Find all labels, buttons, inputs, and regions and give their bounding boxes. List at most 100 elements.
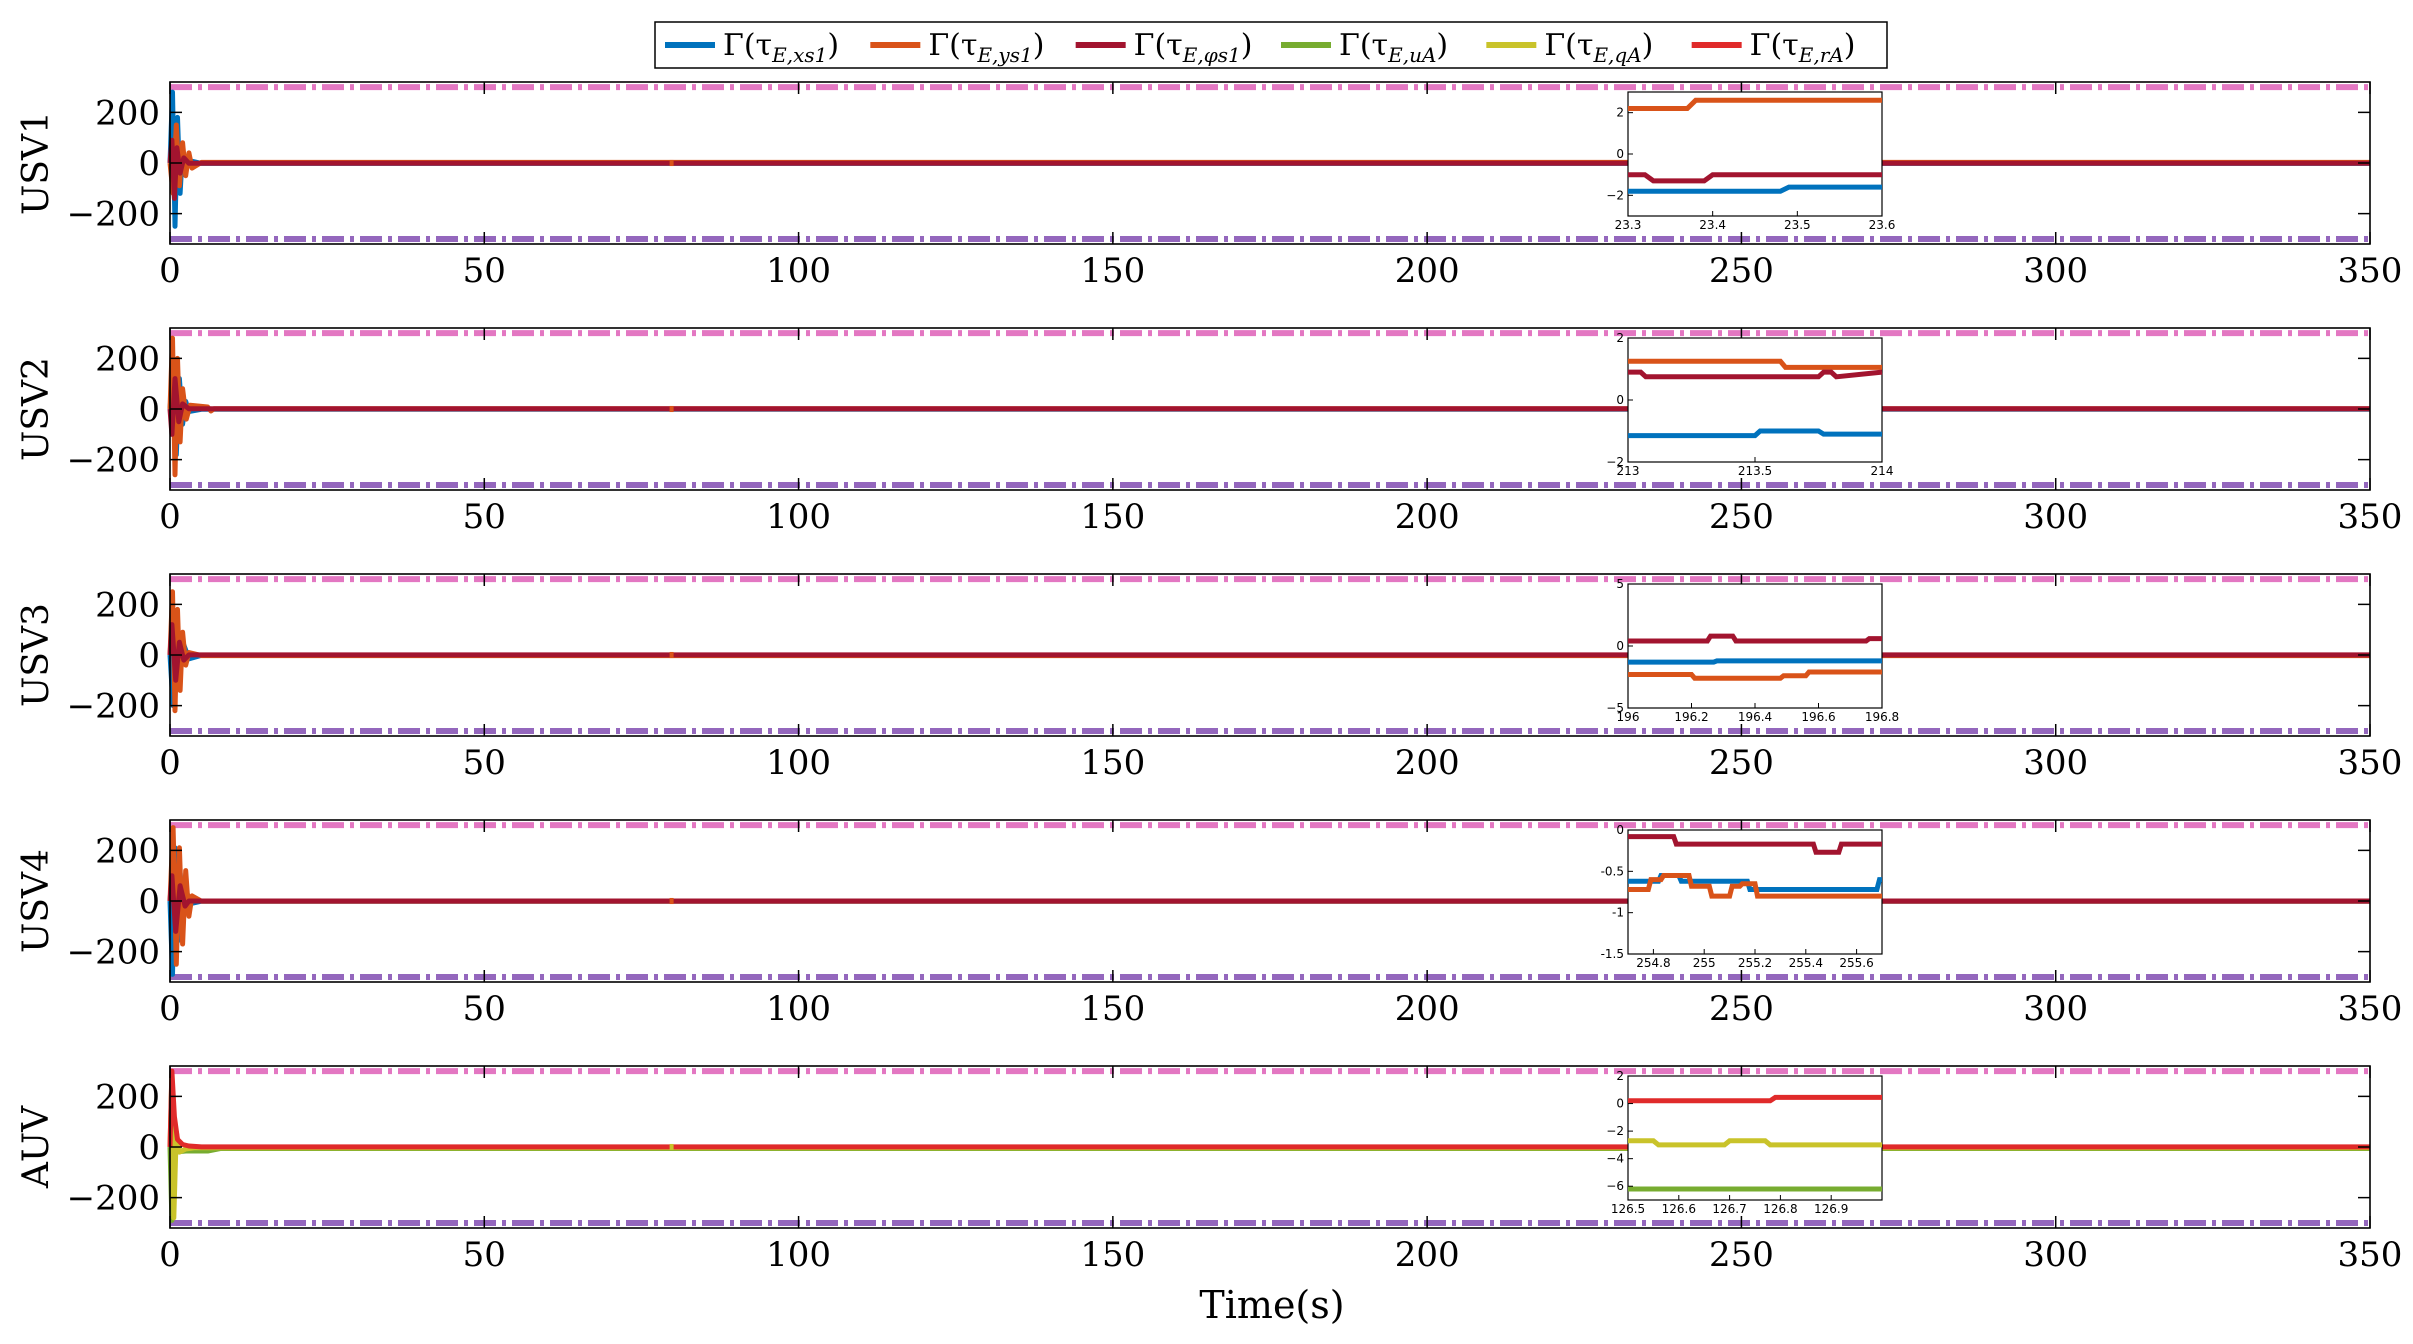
- inset-x-tick-label: 255.2: [1738, 956, 1772, 970]
- x-tick-label: 300: [2023, 497, 2088, 537]
- inset-series-line: [1628, 1094, 1882, 1104]
- x-tick-label: 100: [766, 251, 831, 291]
- x-tick-label: 100: [766, 989, 831, 1029]
- legend-box: [654, 21, 1888, 69]
- inset-x-tick-label: 196.4: [1738, 710, 1772, 724]
- y-axis-label: USV2: [16, 357, 57, 461]
- y-tick-label: −200: [67, 687, 160, 727]
- y-tick-label: 0: [138, 1128, 160, 1168]
- x-tick-label: 100: [766, 497, 831, 537]
- y-tick-label: 200: [95, 1077, 160, 1117]
- inset-x-tick-label: 196.6: [1801, 710, 1835, 724]
- series-line-phis3: [167, 622, 2370, 683]
- inset-x-tick-label: 23.4: [1699, 218, 1726, 232]
- inset-series-line: [1628, 369, 1883, 380]
- y-tick-label: 200: [95, 585, 160, 625]
- y-tick-label: 0: [138, 882, 160, 922]
- inset-x-tick-label: 213: [1617, 464, 1640, 478]
- x-tick-label: 350: [2338, 743, 2403, 783]
- legend-label: Γ(τE,ys1): [928, 28, 1044, 67]
- y-tick-label: 200: [95, 93, 160, 133]
- inset-zoom: 254.8 255 255.2 255.4 255.6 0 -0.5 -1 -1.5: [1601, 823, 1883, 970]
- inset-series-line: [1628, 172, 1882, 184]
- x-tick-label: 50: [463, 251, 506, 291]
- inset-series-line: [1628, 873, 1882, 899]
- inset-series-line: [1628, 358, 1882, 370]
- inset-series-line: [1628, 834, 1882, 855]
- inset-zoom: 213 213.5 214 2 0 −2: [1606, 331, 1893, 478]
- y-axis-label: USV1: [16, 111, 57, 215]
- legend-label: Γ(τE,rA): [1750, 28, 1856, 67]
- y-axis-label: USV4: [16, 849, 57, 953]
- x-tick-label: 350: [2338, 497, 2403, 537]
- inset-x-tick-label: 126.6: [1662, 1202, 1696, 1216]
- inset-x-tick-label: 213.5: [1738, 464, 1772, 478]
- x-tick-label: 50: [463, 1235, 506, 1275]
- legend-label: Γ(τE,uA): [1339, 28, 1448, 67]
- x-tick-label: 250: [1709, 743, 1774, 783]
- inset-x-tick-label: 255: [1693, 956, 1716, 970]
- inset-box: [1627, 1075, 1883, 1201]
- x-tick-label: 200: [1395, 497, 1460, 537]
- x-tick-label: 50: [463, 989, 506, 1029]
- x-tick-label: 150: [1080, 497, 1145, 537]
- inset-box: [1627, 337, 1883, 463]
- inset-y-tick-label: -1.5: [1601, 947, 1624, 961]
- y-tick-label: 0: [138, 390, 160, 430]
- series-line-phis2: [167, 376, 2370, 437]
- inset-y-tick-label: -1: [1612, 906, 1624, 920]
- x-tick-label: 350: [2338, 989, 2403, 1029]
- y-tick-label: −200: [67, 1179, 160, 1219]
- x-tick-label: 350: [2338, 251, 2403, 291]
- inset-x-tick-label: 255.4: [1789, 956, 1823, 970]
- inset-y-tick-label: 0: [1616, 393, 1624, 407]
- inset-series-line: [1628, 97, 1882, 111]
- inset-y-tick-label: -0.5: [1601, 864, 1624, 878]
- y-tick-label: −200: [67, 195, 160, 235]
- inset-series-line: [1628, 428, 1882, 439]
- inset-series-line: [1628, 184, 1882, 194]
- inset-x-tick-label: 196.8: [1865, 710, 1899, 724]
- inset-y-tick-label: −2: [1606, 188, 1624, 202]
- inset-series-line: [1628, 658, 1882, 665]
- legend-label: Γ(τE,φs1): [1134, 28, 1253, 67]
- x-tick-label: 250: [1709, 251, 1774, 291]
- inset-x-tick-label: 23.3: [1615, 218, 1642, 232]
- x-tick-label: 300: [2023, 1235, 2088, 1275]
- y-tick-label: −200: [67, 933, 160, 973]
- inset-y-tick-label: −6: [1606, 1179, 1624, 1193]
- inset-y-tick-label: 2: [1616, 331, 1624, 345]
- x-tick-label: 200: [1395, 251, 1460, 291]
- inset-series-line: [1628, 1138, 1882, 1148]
- x-tick-label: 0: [159, 743, 181, 783]
- inset-y-tick-label: 0: [1616, 147, 1624, 161]
- x-tick-label: 200: [1395, 1235, 1460, 1275]
- inset-y-tick-label: −4: [1606, 1152, 1624, 1166]
- inset-box: [1627, 91, 1883, 217]
- x-tick-label: 50: [463, 497, 506, 537]
- inset-series-line: [1628, 633, 1882, 644]
- y-tick-label: 200: [95, 339, 160, 379]
- inset-y-tick-label: 0: [1616, 1097, 1624, 1111]
- x-tick-label: 150: [1080, 989, 1145, 1029]
- y-tick-label: 0: [138, 144, 160, 184]
- y-tick-label: 0: [138, 636, 160, 676]
- x-tick-label: 200: [1395, 989, 1460, 1029]
- x-tick-label: 300: [2023, 743, 2088, 783]
- legend-label: Γ(τE,xs1): [723, 28, 839, 67]
- x-tick-label: 350: [2338, 1235, 2403, 1275]
- inset-x-tick-label: 126.5: [1611, 1202, 1645, 1216]
- series-line-rA: [167, 1068, 2370, 1150]
- x-tick-label: 200: [1395, 743, 1460, 783]
- inset-x-tick-label: 196.2: [1674, 710, 1708, 724]
- x-axis-label: Time(s): [1199, 1283, 1344, 1327]
- x-tick-label: 150: [1080, 251, 1145, 291]
- legend-label: Γ(τE,qA): [1544, 28, 1653, 67]
- series-line-phis4: [167, 873, 2370, 934]
- inset-zoom: 196 196.2 196.4 196.6 196.8 5 0 −5: [1606, 577, 1899, 724]
